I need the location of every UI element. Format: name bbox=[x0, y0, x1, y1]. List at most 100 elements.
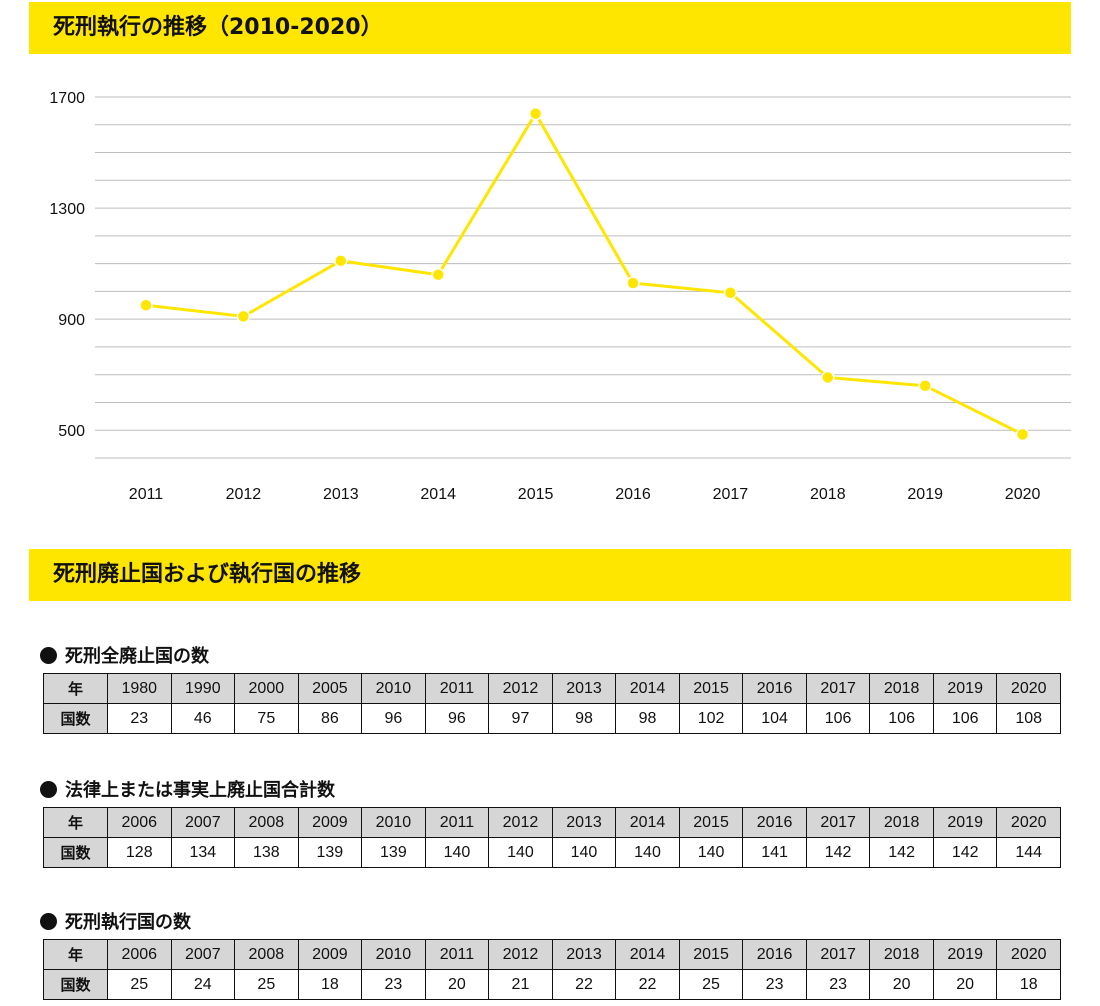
table-title-text: 法律上または事実上廃止国合計数 bbox=[65, 780, 335, 801]
year-cell: 2019 bbox=[932, 807, 998, 838]
year-cell: 2019 bbox=[932, 673, 998, 704]
value-cell: 20 bbox=[869, 969, 934, 1000]
value-cell: 140 bbox=[424, 837, 490, 868]
year-cell: 2020 bbox=[996, 807, 1061, 838]
y-tick-label: 1700 bbox=[49, 90, 85, 107]
row-label: 国数 bbox=[43, 837, 108, 868]
table-header-row: 年 1980 1990 2000 2005 2010 2011 2012 2013 2014 201… bbox=[43, 673, 1061, 704]
year-cell: 1990 bbox=[170, 673, 236, 704]
year-cell: 1980 bbox=[107, 673, 172, 704]
data-point bbox=[821, 370, 835, 385]
year-cell: 2007 bbox=[170, 939, 236, 970]
value-cell: 18 bbox=[297, 969, 363, 1000]
year-cell: 2011 bbox=[424, 939, 490, 970]
table-abolished-total: 年 2006 2007 2008 2009 2010 2011 2012 2013 2014 201… bbox=[43, 807, 1061, 868]
value-cell: 21 bbox=[488, 969, 553, 1000]
value-cell: 140 bbox=[615, 837, 680, 868]
value-cell: 22 bbox=[551, 969, 617, 1000]
value-cell: 106 bbox=[805, 703, 871, 734]
year-cell: 2014 bbox=[615, 939, 680, 970]
x-tick-label: 2014 bbox=[420, 486, 456, 503]
value-cell: 20 bbox=[424, 969, 490, 1000]
year-cell: 2018 bbox=[869, 673, 934, 704]
y-tick-label: 900 bbox=[58, 312, 85, 329]
table-title-abolished: 死刑全廃止国の数 bbox=[40, 642, 209, 668]
x-tick-label: 2017 bbox=[713, 486, 749, 503]
value-cell: 22 bbox=[615, 969, 680, 1000]
header-label: 年 bbox=[43, 673, 108, 704]
year-cell: 2007 bbox=[170, 807, 236, 838]
table-values-row: 国数 128 134 138 139 139 140 140 140 140 140 141 142 14… bbox=[43, 837, 1061, 868]
x-tick-label: 2016 bbox=[615, 486, 651, 503]
value-cell: 96 bbox=[361, 703, 426, 734]
table-values-row: 国数 23 46 75 86 96 96 97 98 98 102 104 106 106 106 108 bbox=[43, 703, 1061, 734]
year-cell: 2010 bbox=[361, 673, 426, 704]
series-executions bbox=[139, 106, 1030, 442]
value-cell: 25 bbox=[678, 969, 744, 1000]
value-cell: 140 bbox=[678, 837, 744, 868]
value-cell: 140 bbox=[488, 837, 553, 868]
x-tick-label: 2019 bbox=[907, 486, 943, 503]
data-point bbox=[431, 267, 445, 282]
value-cell: 25 bbox=[107, 969, 172, 1000]
year-cell: 2011 bbox=[424, 673, 490, 704]
year-cell: 2016 bbox=[742, 807, 807, 838]
year-cell: 2006 bbox=[107, 807, 172, 838]
year-cell: 2016 bbox=[742, 939, 807, 970]
year-cell: 2006 bbox=[107, 939, 172, 970]
x-tick-label: 2020 bbox=[1005, 486, 1041, 503]
year-cell: 2013 bbox=[551, 939, 617, 970]
year-cell: 2000 bbox=[234, 673, 299, 704]
value-cell: 18 bbox=[996, 969, 1061, 1000]
value-cell: 86 bbox=[297, 703, 363, 734]
year-cell: 2012 bbox=[488, 939, 553, 970]
data-point bbox=[626, 276, 640, 290]
row-label: 国数 bbox=[43, 969, 108, 1000]
year-cell: 2018 bbox=[869, 807, 934, 838]
x-tick-label: 2011 bbox=[129, 486, 164, 503]
data-point bbox=[236, 309, 251, 324]
value-cell: 46 bbox=[170, 703, 236, 734]
x-tick-label: 2013 bbox=[323, 486, 359, 503]
year-cell: 2014 bbox=[615, 673, 680, 704]
value-cell: 134 bbox=[170, 837, 236, 868]
year-cell: 2009 bbox=[297, 807, 363, 838]
table-title-abolished-total: 法律上または事実上廃止国合計数 bbox=[40, 776, 335, 802]
year-cell: 2008 bbox=[234, 939, 299, 970]
value-cell: 142 bbox=[932, 837, 998, 868]
x-tick-label: 2015 bbox=[518, 486, 554, 503]
year-cell: 2013 bbox=[551, 807, 617, 838]
x-tick-label: 2012 bbox=[226, 486, 262, 503]
value-cell: 102 bbox=[678, 703, 744, 734]
value-cell: 104 bbox=[742, 703, 807, 734]
table-abolished: 年 1980 1990 2000 2005 2010 2011 2012 2013 2014 201… bbox=[43, 673, 1061, 734]
year-cell: 2014 bbox=[615, 807, 680, 838]
data-point bbox=[334, 254, 348, 268]
year-cell: 2019 bbox=[932, 939, 998, 970]
year-cell: 2017 bbox=[805, 673, 871, 704]
data-point bbox=[723, 286, 738, 300]
value-cell: 106 bbox=[869, 703, 934, 734]
data-point bbox=[528, 106, 543, 121]
value-cell: 24 bbox=[170, 969, 236, 1000]
bullet-icon bbox=[40, 781, 57, 798]
bullet-icon bbox=[40, 647, 57, 664]
value-cell: 23 bbox=[361, 969, 426, 1000]
chart-grid bbox=[95, 96, 1071, 459]
header-label: 年 bbox=[43, 939, 108, 970]
row-label: 国数 bbox=[43, 703, 108, 734]
table-title-executing: 死刑執行国の数 bbox=[40, 908, 191, 934]
value-cell: 139 bbox=[297, 837, 363, 868]
header-label: 年 bbox=[43, 807, 108, 838]
bullet-icon bbox=[40, 913, 57, 930]
year-cell: 2016 bbox=[742, 673, 807, 704]
value-cell: 144 bbox=[996, 837, 1061, 868]
table-executing: 年 2006 2007 2008 2009 2010 2011 2012 2013 2014 201… bbox=[43, 939, 1061, 1000]
value-cell: 142 bbox=[869, 837, 934, 868]
value-cell: 23 bbox=[805, 969, 871, 1000]
series-line bbox=[145, 110, 1024, 436]
table-values-row: 国数 25 24 25 18 23 20 21 22 22 25 23 23 20 20 18 bbox=[43, 969, 1061, 1000]
value-cell: 141 bbox=[742, 837, 807, 868]
year-cell: 2015 bbox=[678, 939, 744, 970]
